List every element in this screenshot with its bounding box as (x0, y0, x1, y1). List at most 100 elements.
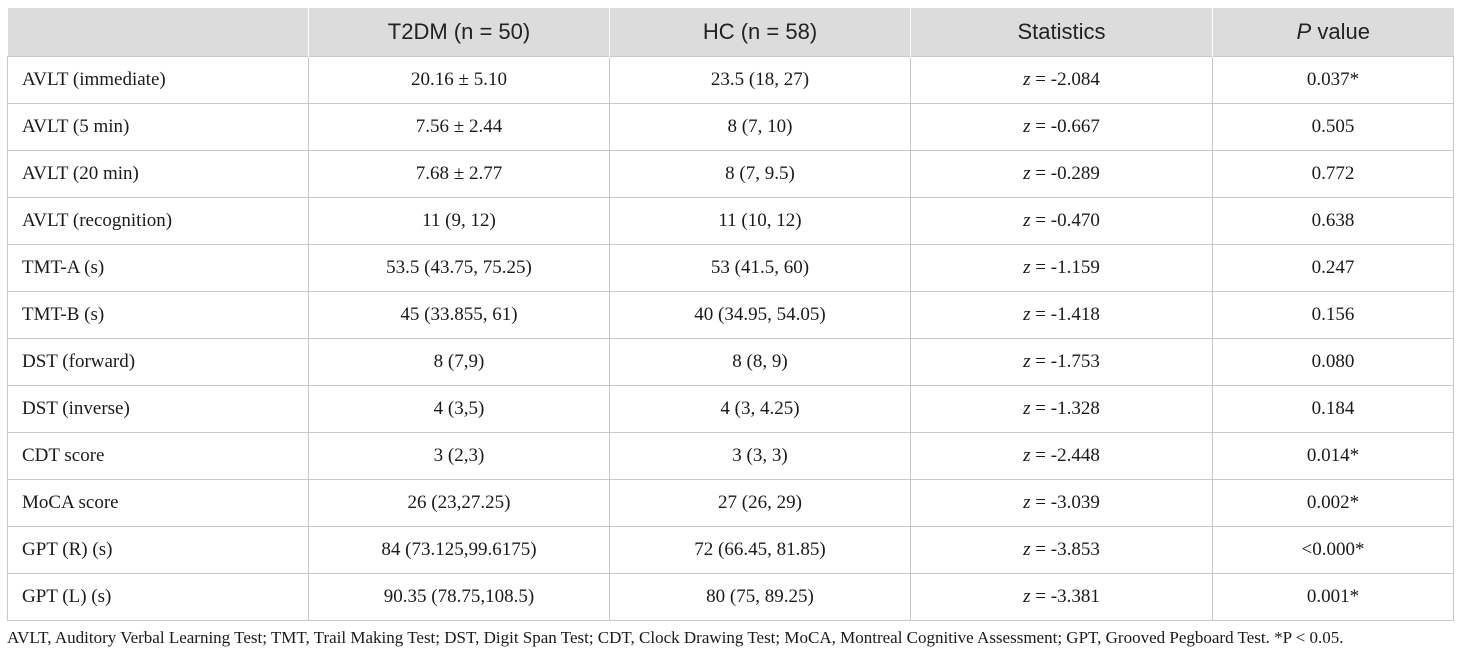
statistic-variable: z (1023, 116, 1031, 137)
p-value: 0.772 (1212, 150, 1454, 198)
header-p-value: P value (1212, 8, 1454, 57)
row-label: TMT-A (s) (7, 244, 309, 292)
hc-value: 27 (26, 29) (609, 479, 911, 527)
row-label: TMT-B (s) (7, 291, 309, 339)
row-label: AVLT (5 min) (7, 103, 309, 151)
header-statistics: Statistics (910, 8, 1213, 57)
table-row: MoCA score 26 (23,27.25) 27 (26, 29) z = -3… (7, 479, 1454, 527)
statistic-number: = -3.039 (1030, 492, 1100, 513)
statistic-number: = -2.448 (1030, 445, 1100, 466)
table-row: AVLT (20 min) 7.68 ± 2.77 8 (7, 9.5) z = -0… (7, 150, 1454, 198)
header-p-rest: value (1311, 19, 1370, 44)
statistic-variable: z (1023, 539, 1031, 560)
t2dm-value: 11 (9, 12) (308, 197, 610, 245)
results-table: T2DM (n = 50) HC (n = 58) Statistics P v… (7, 8, 1454, 621)
p-value: 0.638 (1212, 197, 1454, 245)
p-value: 0.002* (1212, 479, 1454, 527)
row-label: CDT score (7, 432, 309, 480)
row-label: DST (forward) (7, 338, 309, 386)
t2dm-value: 84 (73.125,99.6175) (308, 526, 610, 574)
p-value: 0.037* (1212, 56, 1454, 104)
statistic-number: = -1.418 (1030, 304, 1100, 325)
p-value: <0.000* (1212, 526, 1454, 574)
statistic-variable: z (1023, 304, 1031, 325)
statistics-value: z = -0.667 (910, 103, 1213, 151)
table-row: AVLT (recognition) 11 (9, 12) 11 (10, 12) z… (7, 197, 1454, 245)
t2dm-value: 8 (7,9) (308, 338, 610, 386)
p-value: 0.156 (1212, 291, 1454, 339)
header-p-italic: P (1296, 19, 1312, 44)
row-label: AVLT (recognition) (7, 197, 309, 245)
table-footnote: AVLT, Auditory Verbal Learning Test; TMT… (7, 628, 1344, 647)
row-label: GPT (L) (s) (7, 573, 309, 621)
hc-value: 40 (34.95, 54.05) (609, 291, 911, 339)
row-label: GPT (R) (s) (7, 526, 309, 574)
table-body: AVLT (immediate) 20.16 ± 5.10 23.5 (18, 27… (7, 56, 1454, 621)
hc-value: 80 (75, 89.25) (609, 573, 911, 621)
t2dm-value: 3 (2,3) (308, 432, 610, 480)
t2dm-value: 20.16 ± 5.10 (308, 56, 610, 104)
statistic-variable: z (1023, 163, 1031, 184)
hc-value: 3 (3, 3) (609, 432, 911, 480)
hc-value: 11 (10, 12) (609, 197, 911, 245)
hc-value: 53 (41.5, 60) (609, 244, 911, 292)
statistic-number: = -0.470 (1030, 210, 1100, 231)
statistic-number: = -3.381 (1030, 586, 1100, 607)
t2dm-value: 4 (3,5) (308, 385, 610, 433)
table-header-row: T2DM (n = 50) HC (n = 58) Statistics P v… (7, 8, 1454, 57)
row-label: DST (inverse) (7, 385, 309, 433)
t2dm-value: 7.56 ± 2.44 (308, 103, 610, 151)
statistic-variable: z (1023, 257, 1031, 278)
table-row: TMT-A (s) 53.5 (43.75, 75.25) 53 (41.5, 60… (7, 244, 1454, 292)
hc-value: 8 (7, 9.5) (609, 150, 911, 198)
hc-value: 23.5 (18, 27) (609, 56, 911, 104)
statistics-value: z = -0.470 (910, 197, 1213, 245)
table-row: GPT (R) (s) 84 (73.125,99.6175) 72 (66.45,… (7, 526, 1454, 574)
header-label-blank (7, 8, 309, 57)
p-value: 0.505 (1212, 103, 1454, 151)
table-row: AVLT (immediate) 20.16 ± 5.10 23.5 (18, 27… (7, 56, 1454, 104)
statistic-variable: z (1023, 210, 1031, 231)
statistics-value: z = -2.084 (910, 56, 1213, 104)
statistics-value: z = -2.448 (910, 432, 1213, 480)
statistics-value: z = -3.381 (910, 573, 1213, 621)
statistic-number: = -1.328 (1030, 398, 1100, 419)
table-row: GPT (L) (s) 90.35 (78.75,108.5) 80 (75, 89… (7, 573, 1454, 621)
statistic-variable: z (1023, 445, 1031, 466)
row-label: MoCA score (7, 479, 309, 527)
statistic-variable: z (1023, 351, 1031, 372)
hc-value: 8 (7, 10) (609, 103, 911, 151)
row-label: AVLT (immediate) (7, 56, 309, 104)
hc-value: 8 (8, 9) (609, 338, 911, 386)
hc-value: 4 (3, 4.25) (609, 385, 911, 433)
p-value: 0.247 (1212, 244, 1454, 292)
table-row: AVLT (5 min) 7.56 ± 2.44 8 (7, 10) z = -0.6… (7, 103, 1454, 151)
statistic-number: = -0.289 (1030, 163, 1100, 184)
statistic-variable: z (1023, 586, 1031, 607)
statistics-value: z = -1.328 (910, 385, 1213, 433)
p-value: 0.001* (1212, 573, 1454, 621)
table-row: TMT-B (s) 45 (33.855, 61) 40 (34.95, 54.05… (7, 291, 1454, 339)
statistics-value: z = -3.853 (910, 526, 1213, 574)
table-row: DST (forward) 8 (7,9) 8 (8, 9) z = -1.753 0.… (7, 338, 1454, 386)
table-row: CDT score 3 (2,3) 3 (3, 3) z = -2.448 0.014* (7, 432, 1454, 480)
p-value: 0.014* (1212, 432, 1454, 480)
statistic-number: = -0.667 (1030, 116, 1100, 137)
statistics-value: z = -1.418 (910, 291, 1213, 339)
header-hc: HC (n = 58) (609, 8, 911, 57)
t2dm-value: 90.35 (78.75,108.5) (308, 573, 610, 621)
statistic-number: = -1.753 (1030, 351, 1100, 372)
t2dm-value: 26 (23,27.25) (308, 479, 610, 527)
t2dm-value: 45 (33.855, 61) (308, 291, 610, 339)
header-t2dm: T2DM (n = 50) (308, 8, 610, 57)
statistic-number: = -1.159 (1030, 257, 1100, 278)
statistics-value: z = -1.159 (910, 244, 1213, 292)
statistic-variable: z (1023, 492, 1031, 513)
p-value: 0.184 (1212, 385, 1454, 433)
hc-value: 72 (66.45, 81.85) (609, 526, 911, 574)
statistic-variable: z (1023, 398, 1031, 419)
statistic-number: = -3.853 (1030, 539, 1100, 560)
t2dm-value: 7.68 ± 2.77 (308, 150, 610, 198)
row-label: AVLT (20 min) (7, 150, 309, 198)
statistic-number: = -2.084 (1030, 69, 1100, 90)
